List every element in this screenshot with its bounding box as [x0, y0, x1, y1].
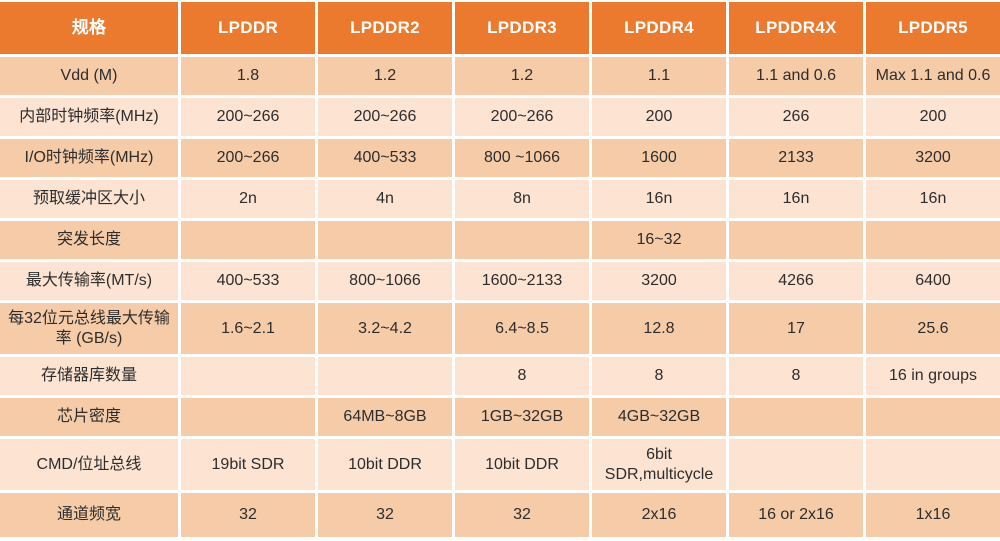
value-cell [318, 357, 452, 395]
table-row: CMD/位址总线 19bit SDR 10bit DDR 10bit DDR 6bit … [0, 439, 1000, 490]
value-cell: 32 [455, 493, 589, 537]
column-header-lpddr4: LPDDR4 [592, 2, 726, 54]
table-row: 内部时钟频率(MHz) 200~266 200~266 200~266 200 266 20… [0, 98, 1000, 136]
value-cell [181, 221, 315, 259]
table-header-row: 规格 LPDDR LPDDR2 LPDDR3 LPDDR4 LPDDR4X LP… [0, 2, 1000, 54]
value-cell: 1.2 [455, 57, 589, 95]
value-cell: 6400 [866, 262, 1000, 300]
value-cell: 16n [866, 180, 1000, 218]
table-row: 突发长度 16~32 [0, 221, 1000, 259]
value-cell: 8 [729, 357, 863, 395]
value-cell: 1.6~2.1 [181, 303, 315, 354]
value-cell: 8 [455, 357, 589, 395]
value-cell: 1.2 [318, 57, 452, 95]
value-cell: 1600 [592, 139, 726, 177]
value-cell: 4266 [729, 262, 863, 300]
value-cell: 6.4~8.5 [455, 303, 589, 354]
value-cell: 800 ~1066 [455, 139, 589, 177]
row-label-cell: 存储器库数量 [0, 357, 178, 395]
value-cell: 6bit SDR,multicycle [592, 439, 726, 490]
table-row: 存储器库数量 8 8 8 16 in groups [0, 357, 1000, 395]
column-header-lpddr2: LPDDR2 [318, 2, 452, 54]
value-cell: 16 in groups [866, 357, 1000, 395]
value-cell: 10bit DDR [318, 439, 452, 490]
row-label-cell: I/O时钟频率(MHz) [0, 139, 178, 177]
value-cell [729, 439, 863, 490]
value-cell: 200 [592, 98, 726, 136]
value-cell [729, 398, 863, 436]
value-cell [181, 398, 315, 436]
value-cell: 1x16 [866, 493, 1000, 537]
value-cell: 266 [729, 98, 863, 136]
value-cell: 200~266 [181, 98, 315, 136]
column-header-lpddr4x: LPDDR4X [729, 2, 863, 54]
table-row: Vdd (M) 1.8 1.2 1.2 1.1 1.1 and 0.6 Max 1.1 an… [0, 57, 1000, 95]
row-label-cell: CMD/位址总线 [0, 439, 178, 490]
value-cell: Max 1.1 and 0.6 [866, 57, 1000, 95]
value-cell: 200 [866, 98, 1000, 136]
value-cell: 12.8 [592, 303, 726, 354]
value-cell: 1GB~32GB [455, 398, 589, 436]
value-cell: 200~266 [455, 98, 589, 136]
value-cell: 1600~2133 [455, 262, 589, 300]
row-label-cell: 突发长度 [0, 221, 178, 259]
value-cell: 19bit SDR [181, 439, 315, 490]
table-row: 预取缓冲区大小 2n 4n 8n 16n 16n 16n [0, 180, 1000, 218]
value-cell: 200~266 [318, 98, 452, 136]
value-cell: 200~266 [181, 139, 315, 177]
row-label-cell: 芯片密度 [0, 398, 178, 436]
value-cell: 2133 [729, 139, 863, 177]
value-cell: 16n [729, 180, 863, 218]
value-cell: 8n [455, 180, 589, 218]
table-row: 芯片密度 64MB~8GB 1GB~32GB 4GB~32GB [0, 398, 1000, 436]
row-label-cell: 每32位元总线最大传输率 (GB/s) [0, 303, 178, 354]
value-cell: 3200 [592, 262, 726, 300]
value-cell: 8 [592, 357, 726, 395]
value-cell [729, 221, 863, 259]
value-cell: 16~32 [592, 221, 726, 259]
table-row: 每32位元总线最大传输率 (GB/s) 1.6~2.1 3.2~4.2 6.4~8.5… [0, 303, 1000, 354]
row-label-cell: Vdd (M) [0, 57, 178, 95]
value-cell: 16 or 2x16 [729, 493, 863, 537]
value-cell: 1.1 [592, 57, 726, 95]
row-label-cell: 内部时钟频率(MHz) [0, 98, 178, 136]
value-cell: 400~533 [318, 139, 452, 177]
row-label-cell: 通道频宽 [0, 493, 178, 537]
value-cell: 4n [318, 180, 452, 218]
value-cell: 10bit DDR [455, 439, 589, 490]
column-header-lpddr: LPDDR [181, 2, 315, 54]
value-cell: 32 [318, 493, 452, 537]
value-cell: 1.1 and 0.6 [729, 57, 863, 95]
value-cell: 4GB~32GB [592, 398, 726, 436]
value-cell: 1.8 [181, 57, 315, 95]
row-label-cell: 最大传输率(MT/s) [0, 262, 178, 300]
value-cell: 3.2~4.2 [318, 303, 452, 354]
column-header-lpddr3: LPDDR3 [455, 2, 589, 54]
value-cell [181, 357, 315, 395]
value-cell: 400~533 [181, 262, 315, 300]
table-row: 通道频宽 32 32 32 2x16 16 or 2x16 1x16 [0, 493, 1000, 537]
value-cell [866, 221, 1000, 259]
value-cell: 32 [181, 493, 315, 537]
table-row: I/O时钟频率(MHz) 200~266 400~533 800 ~1066 1600 2… [0, 139, 1000, 177]
value-cell [866, 398, 1000, 436]
value-cell [455, 221, 589, 259]
row-label-cell: 预取缓冲区大小 [0, 180, 178, 218]
value-cell [318, 221, 452, 259]
value-cell: 17 [729, 303, 863, 354]
value-cell [866, 439, 1000, 490]
value-cell: 800~1066 [318, 262, 452, 300]
table-row: 最大传输率(MT/s) 400~533 800~1066 1600~2133 3200 4… [0, 262, 1000, 300]
value-cell: 25.6 [866, 303, 1000, 354]
column-header-spec: 规格 [0, 2, 178, 54]
value-cell: 2n [181, 180, 315, 218]
column-header-lpddr5: LPDDR5 [866, 2, 1000, 54]
value-cell: 2x16 [592, 493, 726, 537]
value-cell: 16n [592, 180, 726, 218]
value-cell: 64MB~8GB [318, 398, 452, 436]
value-cell: 3200 [866, 139, 1000, 177]
